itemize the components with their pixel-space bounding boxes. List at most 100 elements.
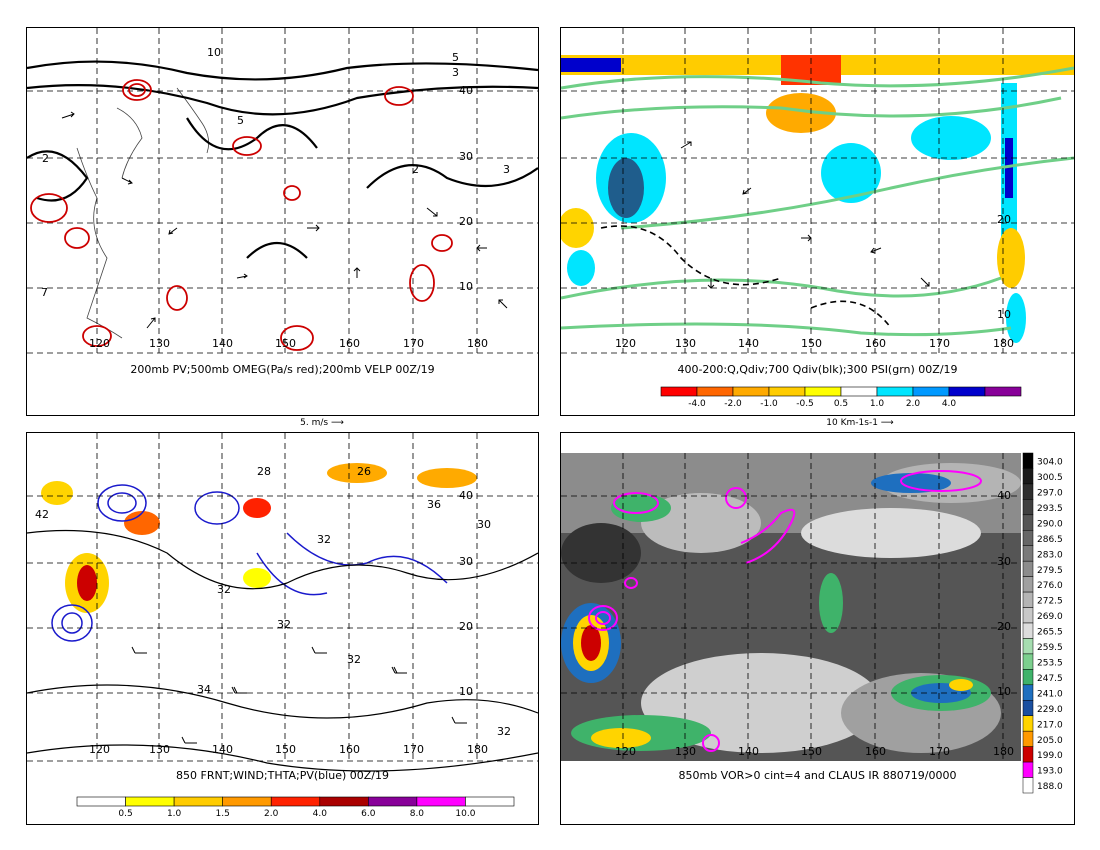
colorbar-swatch: [1022, 777, 1034, 794]
ref-vector-label: 10 Km-1s-1: [826, 418, 878, 428]
colorbar-swatch: [1022, 452, 1034, 469]
lat-label: 30: [459, 555, 473, 568]
colorbar-swatch: [660, 386, 698, 397]
lon-label: 120: [615, 337, 636, 350]
lon-labels: 120 130 140 150 160 170 180: [615, 337, 1014, 350]
colorbar-swatch: [125, 796, 175, 807]
lat-labels: 40 30 20 10: [997, 489, 1011, 698]
lat-labels: 40 30 20 10: [459, 489, 473, 698]
svg-text:36: 36: [427, 498, 441, 511]
colorbar-swatch: [876, 386, 914, 397]
grid-lines: [561, 28, 1074, 354]
lat-label: 20: [459, 620, 473, 633]
vorticity-contours: [588, 470, 982, 752]
ref-vector-label: 5. m/s: [300, 418, 329, 428]
lon-label: 140: [738, 337, 759, 350]
colorbar-label: 229.0: [1037, 705, 1063, 715]
colorbar-swatch: [270, 796, 321, 807]
colorbar-swatch: [768, 386, 806, 397]
grid-lines: [27, 28, 538, 354]
colorbar-label: 241.0: [1037, 689, 1063, 699]
svg-text:7: 7: [41, 286, 48, 299]
colorbar-swatch: [804, 386, 842, 397]
map-qvector: 10 20 120 130 140 150 160 170 180: [561, 28, 1074, 354]
grid-lines: [561, 453, 1021, 761]
colorbar-swatch: [465, 796, 515, 807]
colorbar-label: 10.0: [455, 809, 475, 819]
map-850-frnt: 26 28 36 30 32 32 32 32 34 32 42 40 30 2…: [27, 433, 538, 772]
colorbar-swatch: [840, 386, 878, 397]
colorbar-label: 205.0: [1037, 736, 1063, 746]
svg-text:5: 5: [452, 51, 459, 64]
lat-label: 10: [459, 280, 473, 293]
colorbar-frnt: 0.5 1.0 1.5 2.0 4.0 6.0 8.0 10.0: [76, 796, 515, 819]
lat-label: 30: [459, 150, 473, 163]
panel-caption: 400-200:Q,Qdiv;700 Qdiv(blk);300 PSI(grn…: [677, 363, 958, 376]
colorbar-swatch: [1022, 514, 1034, 531]
panel-850-vor-ir: 40 30 20 10 120 130 140 150 160 170 180 …: [560, 432, 1075, 825]
colorbar-swatch: [1022, 746, 1034, 763]
colorbar-swatch: [1022, 622, 1034, 639]
colorbar-swatch: [1022, 560, 1034, 577]
colorbar-label: 0.5: [118, 809, 132, 819]
colorbar-label: 1.0: [870, 399, 885, 409]
panel-200mb-pv: 10 5 3 2 5 2 3 7 40 30 20 10 120 130 140…: [26, 27, 539, 416]
colorbar-labels: 304.0 300.5 297.0 293.5 290.0 286.5 283.0 279.5…: [1037, 458, 1063, 793]
wind-barbs: [131, 646, 467, 744]
colorbar-label: 1.5: [216, 809, 230, 819]
frnt-shading: [41, 463, 477, 613]
coastlines: [76, 87, 210, 339]
svg-text:32: 32: [317, 533, 331, 546]
colorbar-label: -4.0: [688, 399, 706, 409]
grid-lines: [27, 433, 538, 762]
colorbar-label: 272.5: [1037, 597, 1063, 607]
colorbar-swatch: [1022, 607, 1034, 624]
ref-vector: 10 Km-1s-1 ⟶: [800, 418, 920, 428]
lon-label: 150: [801, 337, 822, 350]
qdiv-contours: [600, 225, 892, 329]
colorbar-swatch: [1022, 499, 1034, 516]
lon-label: 160: [339, 743, 360, 756]
wind-vectors: [61, 111, 508, 329]
lat-label: 10: [459, 685, 473, 698]
colorbar-labels: -4.0 -2.0 -1.0 -0.5 0.5 1.0 2.0 4.0: [688, 399, 956, 409]
colorbar-label: 188.0: [1037, 782, 1063, 792]
colorbar-swatch: [1022, 591, 1034, 608]
colorbar-swatch: [1022, 638, 1034, 655]
colorbar-swatch: [732, 386, 770, 397]
svg-text:32: 32: [347, 653, 361, 666]
colorbar-swatch: [222, 796, 272, 807]
colorbar-label: -2.0: [724, 399, 742, 409]
lon-label: 130: [675, 745, 696, 758]
svg-text:28: 28: [257, 465, 271, 478]
pv-contours: [27, 60, 538, 259]
colorbar-label: 6.0: [361, 809, 376, 819]
colorbar-swatch: [1022, 653, 1034, 670]
lon-label: 150: [275, 743, 296, 756]
svg-text:30: 30: [477, 518, 491, 531]
colorbar-swatch: [1022, 715, 1034, 732]
lon-label: 160: [865, 337, 886, 350]
colorbar-swatch: [416, 796, 466, 807]
lon-label: 180: [993, 745, 1014, 758]
colorbar-swatch: [368, 796, 418, 807]
colorbar-swatch: [984, 386, 1022, 397]
lon-label: 140: [738, 745, 759, 758]
lat-label: 40: [997, 489, 1011, 502]
svg-text:32: 32: [277, 618, 291, 631]
lon-label: 150: [275, 337, 296, 350]
arrow-right-icon: ⟶: [880, 418, 894, 428]
colorbar-label: 2.0: [264, 809, 279, 819]
colorbar-label: 4.0: [942, 399, 957, 409]
lon-label: 160: [865, 745, 886, 758]
lon-label: 130: [675, 337, 696, 350]
svg-text:34: 34: [197, 683, 211, 696]
lon-label: 180: [467, 337, 488, 350]
lon-label: 130: [149, 337, 170, 350]
colorbar-label: 1.0: [167, 809, 182, 819]
lon-label: 170: [403, 337, 424, 350]
colorbar-label: 269.0: [1037, 612, 1063, 622]
lat-label: 10: [997, 685, 1011, 698]
lat-label: 40: [459, 489, 473, 502]
colorbar-label: 0.5: [834, 399, 848, 409]
